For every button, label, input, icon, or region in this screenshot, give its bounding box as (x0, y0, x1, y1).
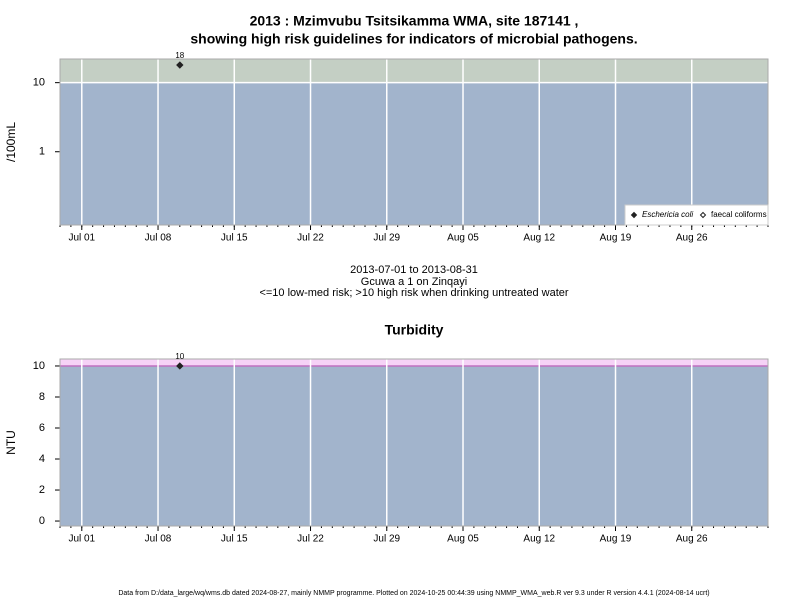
x-tick-label: Aug 05 (447, 233, 479, 244)
x-tick-label: Jul 15 (221, 233, 248, 244)
legend-label: Eschericia coli (642, 210, 693, 219)
legend-marker (699, 211, 707, 219)
x-tick-label: Jul 29 (373, 233, 400, 244)
x-tick-label: Aug 26 (676, 534, 708, 545)
x-tick-label: Jul 15 (221, 534, 248, 545)
x-tick-label: Jul 08 (145, 534, 172, 545)
x-tick-label: Aug 19 (600, 233, 632, 244)
chart-title: Turbidity (385, 322, 444, 338)
x-tick-label: Aug 19 (600, 534, 632, 545)
y-tick-label: 0 (39, 515, 45, 527)
annotation: 2013-07-01 to 2013-08-31 (350, 264, 478, 276)
data-point (176, 61, 184, 69)
band-high (60, 359, 768, 366)
y-tick-label: 1 (39, 146, 45, 158)
y-tick-label: 8 (39, 391, 45, 403)
x-tick-label: Jul 01 (68, 534, 95, 545)
x-tick-label: Aug 12 (523, 233, 555, 244)
plot-frame (59, 358, 769, 527)
chart-subtitle: showing high risk guidelines for indicat… (190, 31, 637, 47)
x-tick-label: Aug 12 (523, 534, 555, 545)
y-tick-label: 6 (39, 422, 45, 434)
legend-marker (630, 211, 638, 219)
x-tick-label: Jul 01 (68, 233, 95, 244)
y-tick-label: 10 (33, 360, 45, 372)
x-tick-label: Jul 22 (297, 534, 324, 545)
y-axis-label: /100mL (4, 122, 18, 162)
band-low (60, 365, 768, 526)
band-high (60, 59, 768, 83)
x-tick-label: Jul 29 (373, 534, 400, 545)
x-tick-label: Aug 26 (676, 233, 708, 244)
legend-label: faecal coliforms (711, 210, 767, 219)
y-axis-label: NTU (4, 430, 18, 455)
chart-title: 2013 : Mzimvubu Tsitsikamma WMA, site 18… (250, 13, 579, 29)
annotation: <=10 low-med risk; >10 high risk when dr… (259, 287, 568, 299)
band-low (60, 82, 768, 226)
y-tick-label: 10 (33, 77, 45, 89)
data-label: 10 (175, 352, 184, 361)
x-tick-label: Jul 22 (297, 233, 324, 244)
y-tick-label: 4 (39, 453, 45, 465)
footer: Data from D:/data_large/wq/wms.db dated … (118, 590, 709, 597)
x-tick-label: Jul 08 (145, 233, 172, 244)
plot-frame (59, 58, 769, 226)
data-label: 18 (175, 51, 184, 60)
legend-box (624, 204, 769, 226)
y-tick-label: 2 (39, 484, 45, 496)
data-point (176, 362, 184, 370)
annotation: Gcuwa a 1 on Zinqayi (361, 276, 467, 288)
x-tick-label: Aug 05 (447, 534, 479, 545)
